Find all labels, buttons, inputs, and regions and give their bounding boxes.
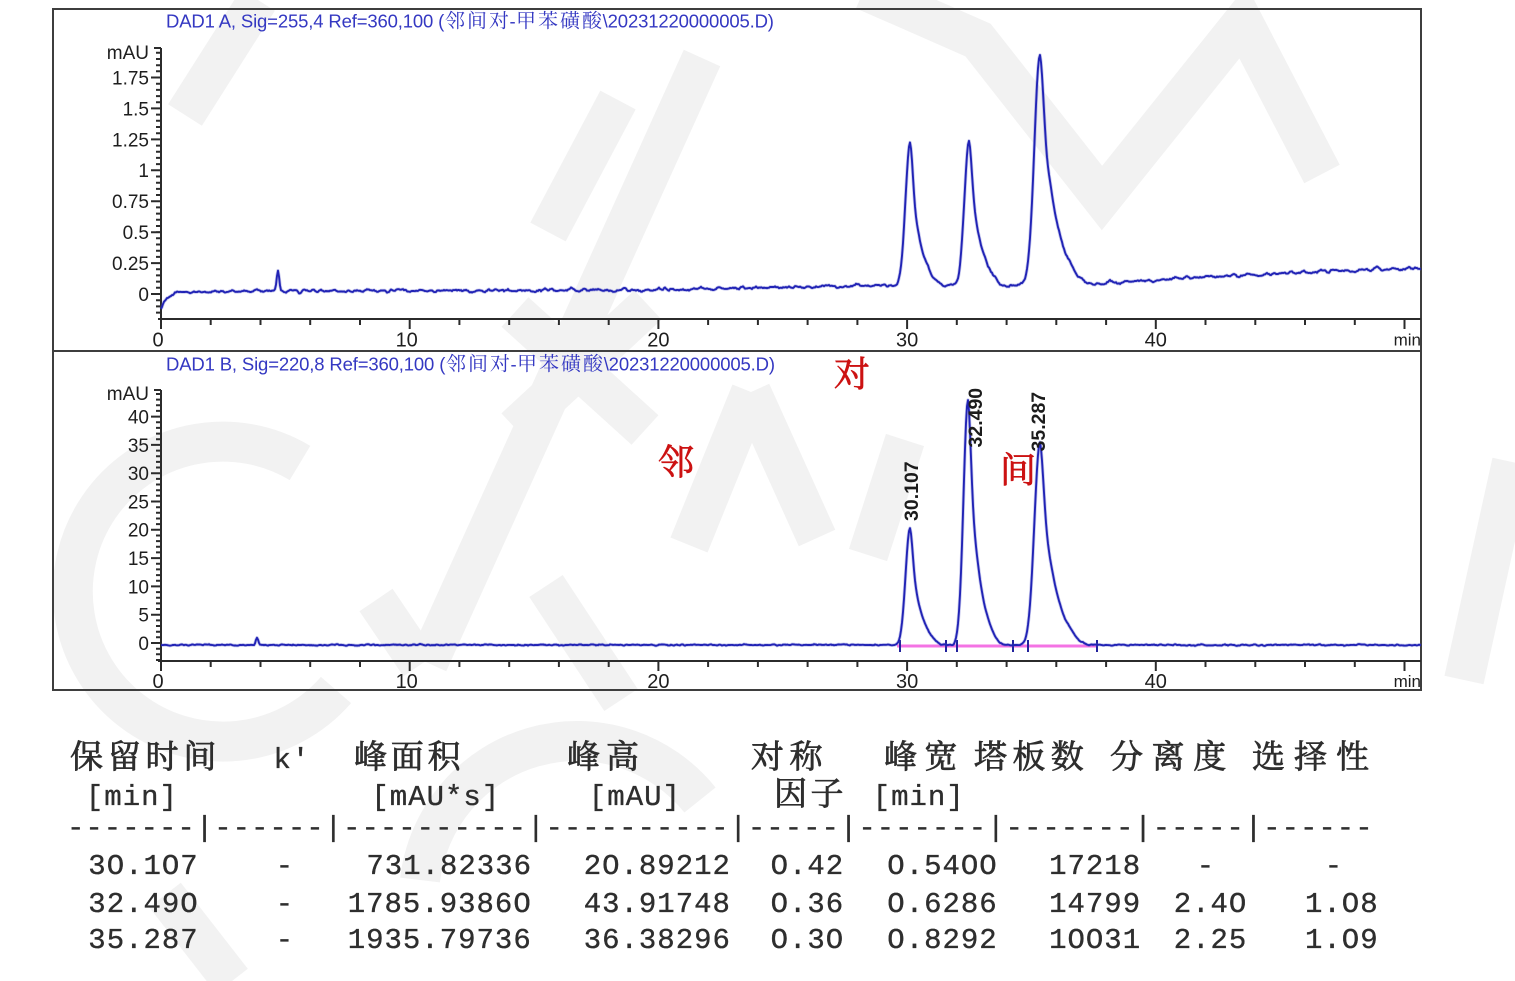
- svg-text:0: 0: [152, 330, 163, 352]
- svg-text:0: 0: [152, 671, 163, 693]
- svg-text:40: 40: [1145, 330, 1167, 352]
- svg-text:1: 1: [138, 161, 149, 182]
- svg-text:0.5: 0.5: [123, 223, 149, 244]
- svg-text:10: 10: [396, 330, 418, 352]
- svg-text:30: 30: [896, 671, 918, 693]
- svg-text:10: 10: [396, 671, 418, 693]
- svg-text:1.5: 1.5: [123, 99, 149, 120]
- svg-text:5: 5: [138, 606, 149, 627]
- svg-text:20: 20: [128, 521, 149, 542]
- svg-text:30: 30: [896, 330, 918, 352]
- svg-text:0: 0: [138, 634, 149, 655]
- svg-text:0: 0: [138, 285, 149, 306]
- svg-text:40: 40: [1145, 671, 1167, 693]
- svg-text:30: 30: [128, 464, 149, 485]
- svg-text:min: min: [1394, 672, 1421, 691]
- svg-text:1.75: 1.75: [112, 68, 149, 89]
- svg-text:30.107: 30.107: [901, 461, 923, 521]
- svg-text:20: 20: [647, 671, 669, 693]
- svg-text:25: 25: [128, 492, 149, 513]
- svg-text:0.25: 0.25: [112, 254, 149, 275]
- svg-text:1.25: 1.25: [112, 130, 149, 151]
- svg-text:20: 20: [647, 330, 669, 352]
- svg-text:15: 15: [128, 549, 149, 570]
- svg-text:35.287: 35.287: [1028, 392, 1050, 452]
- svg-text:min: min: [1394, 331, 1421, 350]
- svg-text:10: 10: [128, 577, 149, 598]
- svg-text:32.490: 32.490: [965, 388, 987, 448]
- svg-text:0.75: 0.75: [112, 192, 149, 213]
- svg-text:mAU: mAU: [107, 384, 149, 405]
- svg-text:mAU: mAU: [107, 43, 149, 64]
- svg-text:35: 35: [128, 436, 149, 457]
- svg-text:40: 40: [128, 408, 149, 429]
